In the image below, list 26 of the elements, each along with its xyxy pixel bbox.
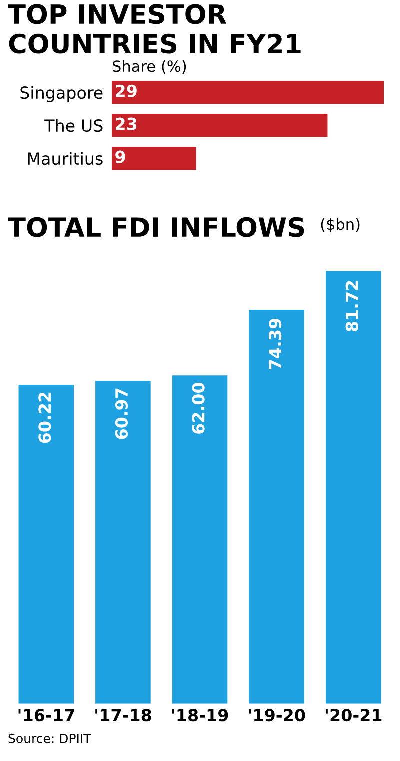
x-tick-label: '19-20: [249, 709, 306, 722]
bar: [249, 310, 304, 704]
data-label: 62.00: [192, 382, 205, 434]
y-axis-title: ($bn): [321, 218, 360, 232]
bar: [326, 271, 382, 704]
data-label: 9: [116, 150, 126, 164]
data-label: 81.72: [346, 281, 358, 332]
x-tick-label: '17-18: [96, 709, 152, 722]
data-label: 60.22: [38, 392, 52, 444]
data-label: 29: [116, 84, 137, 98]
data-label: 60.97: [115, 388, 128, 440]
data-label: 23: [116, 118, 137, 130]
y-tick-label: Mauritius: [28, 152, 103, 166]
bar: [172, 376, 228, 704]
chart-title: TOP INVESTOR COUNTRIES IN FY21: [8, 4, 301, 54]
x-tick-label: '20-21: [326, 709, 382, 722]
bar: [96, 381, 151, 704]
bar: [18, 385, 74, 704]
x-tick-label: '18-19: [172, 709, 228, 722]
chart-title: TOTAL FDI INFLOWS: [8, 217, 304, 238]
x-tick-label: '16-17: [18, 709, 74, 722]
chart-subtitle: Share (%): [113, 60, 186, 74]
y-tick-label: The US: [44, 119, 103, 132]
data-label: 74.39: [269, 318, 282, 370]
y-tick-label: Singapore: [20, 86, 103, 102]
source-note: Source: DPIIT: [8, 734, 92, 744]
